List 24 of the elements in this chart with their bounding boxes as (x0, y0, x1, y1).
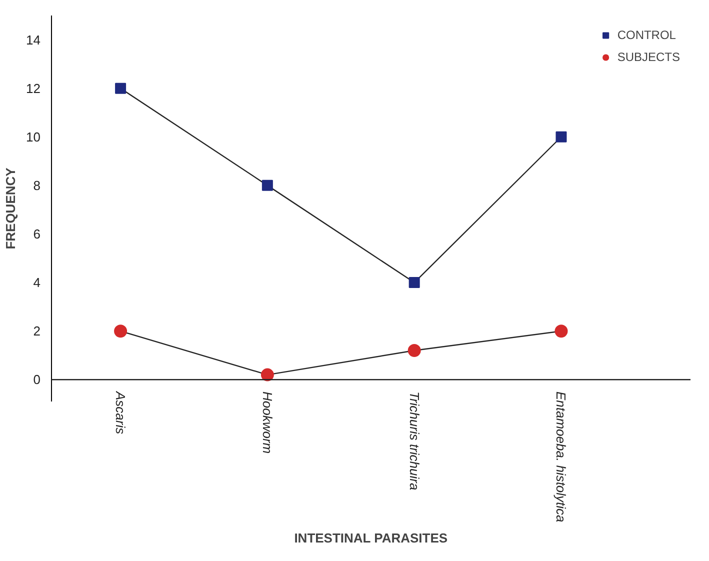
y-tick-label: 4 (33, 275, 41, 290)
point (554, 324, 568, 338)
y-tick-label: 0 (33, 372, 41, 388)
y-tick-label: 8 (33, 178, 41, 193)
point (115, 82, 126, 94)
point (408, 344, 421, 358)
x-tick-label: Entamoeba. histolytica (554, 392, 569, 522)
y-tick-label: 2 (33, 324, 41, 339)
point (408, 277, 420, 288)
y-tick-label: 12 (26, 80, 41, 96)
y-tick-label: 14 (26, 32, 41, 48)
point (556, 131, 567, 142)
legend-label: CONTROL (617, 28, 676, 42)
legend-label: SUBJECTS (617, 50, 680, 64)
x-tick-label: Trichuris trichuira (406, 392, 422, 490)
x-tick-label: Hookworm (260, 392, 275, 454)
x-tick-label: Ascaris (113, 390, 128, 435)
y-tick-label: 6 (33, 226, 41, 242)
y-axis-title: FREQUENCY (3, 167, 18, 250)
point (262, 180, 273, 191)
point (260, 368, 274, 382)
x-axis-title: INTESTINAL PARASITES (294, 530, 448, 546)
point (114, 324, 128, 338)
y-tick-label: 10 (26, 129, 41, 144)
